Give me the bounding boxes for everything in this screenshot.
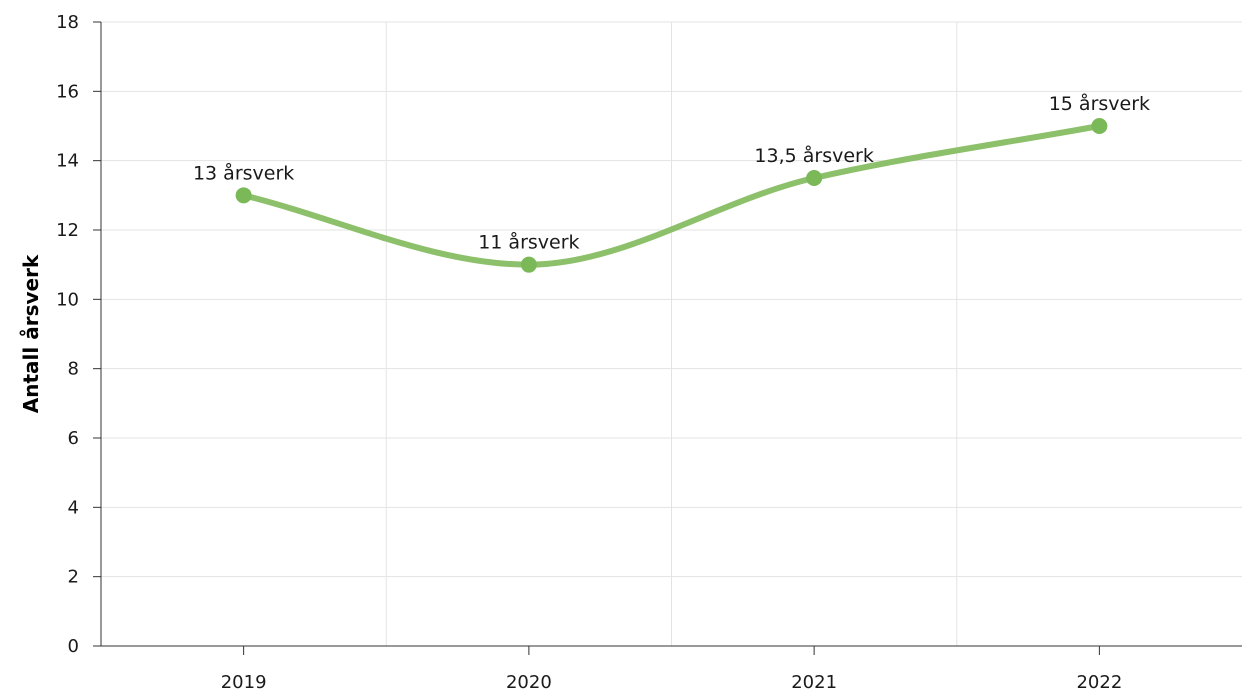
series-group <box>240 123 1103 268</box>
data-label: 13 årsverk <box>193 161 294 184</box>
x-tick-label: 2019 <box>221 672 267 693</box>
data-label: 11 årsverk <box>478 231 579 254</box>
y-tick-label: 6 <box>68 428 79 449</box>
y-axis-title: Antall årsverk <box>19 254 43 413</box>
x-tick-label: 2022 <box>1076 672 1122 693</box>
data-point[interactable] <box>806 170 823 186</box>
axes <box>100 22 1242 647</box>
y-tick-label: 12 <box>56 220 79 241</box>
data-label: 13,5 årsverk <box>754 144 873 167</box>
data-label: 15 årsverk <box>1049 92 1150 115</box>
y-tick-label: 0 <box>68 636 79 657</box>
data-point[interactable] <box>520 256 537 273</box>
grid <box>101 21 1242 646</box>
data-point[interactable] <box>1091 118 1108 134</box>
x-tick-label: 2021 <box>791 672 837 693</box>
x-tick-label: 2020 <box>506 672 552 693</box>
y-tick-label: 8 <box>68 359 79 380</box>
y-tick-label: 14 <box>56 151 79 172</box>
y-axis-ticks: 0 2 4 6 8 10 12 14 16 18 <box>56 12 101 657</box>
data-points <box>235 118 1108 273</box>
data-labels: 13 årsverk 11 årsverk 13,5 årsverk 15 årsve… <box>193 92 1150 254</box>
y-tick-label: 10 <box>56 289 79 310</box>
series-line <box>240 123 1103 268</box>
y-tick-label: 16 <box>56 81 79 102</box>
y-tick-label: 4 <box>68 497 79 518</box>
y-tick-label: 2 <box>68 567 79 588</box>
x-axis-ticks: 2019 2020 2021 2022 <box>221 646 1122 693</box>
data-point[interactable] <box>235 187 252 204</box>
y-tick-label: 18 <box>56 12 79 33</box>
